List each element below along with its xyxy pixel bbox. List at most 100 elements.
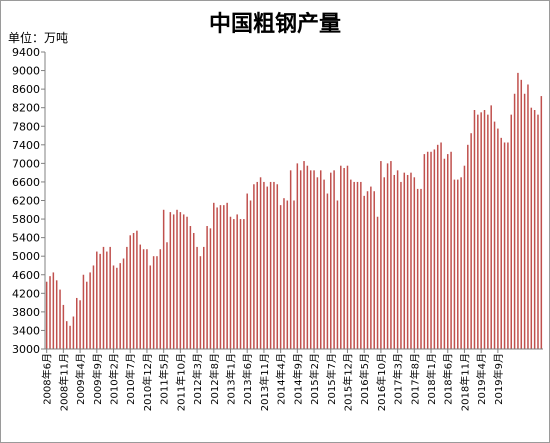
bar — [129, 235, 131, 349]
bar — [182, 214, 185, 349]
x-tick-label: 2014年4月 — [275, 353, 288, 405]
x-tick-label: 2017年3月 — [392, 353, 405, 405]
bar — [162, 209, 165, 349]
bar — [213, 202, 215, 349]
bar — [483, 110, 486, 349]
bar — [426, 151, 429, 349]
bar — [453, 179, 456, 349]
bar — [99, 253, 101, 349]
x-axis: 2008年6月 2008年11月 2009年4月 2009年9月 2010年2月 2010… — [41, 348, 543, 411]
bar — [370, 186, 372, 349]
bar — [400, 181, 402, 349]
bar — [350, 179, 352, 349]
bar — [527, 84, 529, 349]
bar — [470, 133, 472, 349]
bar — [149, 265, 152, 349]
x-tick-label: 2016年5月 — [358, 353, 371, 405]
y-tick-label: 7000 — [12, 157, 40, 170]
unit-label: 单位：万吨 — [8, 31, 69, 45]
x-tick-label: 2013年11月 — [258, 353, 271, 411]
x-tick-label: 2013年1月 — [224, 353, 237, 405]
bar — [436, 144, 439, 349]
x-tick-label: 2011年10月 — [174, 353, 187, 411]
bar — [192, 232, 195, 349]
bar — [75, 297, 78, 349]
y-tick-label: 7800 — [12, 120, 40, 133]
bar — [119, 263, 121, 349]
bar — [152, 256, 155, 349]
bar — [467, 144, 469, 349]
bar — [106, 251, 108, 349]
bar — [396, 170, 399, 349]
bar — [286, 200, 289, 349]
bar — [319, 170, 322, 349]
y-tick-label: 6200 — [12, 195, 40, 208]
bar — [473, 110, 476, 349]
bar — [166, 242, 168, 349]
bar — [112, 265, 115, 349]
x-tick-label: 2018年1月 — [425, 353, 438, 405]
bar — [460, 177, 462, 349]
bar — [146, 249, 148, 349]
bar — [363, 195, 365, 349]
x-tick-label: 2010年7月 — [124, 353, 137, 405]
bar — [253, 184, 255, 349]
bar — [69, 325, 71, 349]
bar — [326, 193, 329, 349]
bar — [443, 158, 446, 349]
bar — [540, 96, 543, 349]
x-tick-label: 2012年3月 — [191, 353, 204, 405]
x-tick-label: 2015年7月 — [325, 353, 338, 405]
bar — [520, 79, 523, 349]
bar — [236, 214, 238, 349]
bar — [256, 181, 258, 349]
bar — [513, 93, 516, 349]
bar — [269, 181, 272, 349]
x-tick-label: 2014年9月 — [291, 353, 304, 405]
x-tick-label: 2011年5月 — [158, 353, 171, 405]
bar — [410, 172, 412, 349]
bar — [156, 256, 158, 349]
y-tick-label: 9400 — [12, 46, 40, 59]
bar — [303, 161, 305, 349]
bar — [89, 272, 91, 349]
bars — [45, 72, 543, 349]
bar — [283, 198, 285, 349]
bar — [55, 280, 58, 349]
bar — [523, 93, 526, 349]
bar — [333, 170, 335, 349]
bar — [139, 244, 142, 349]
bar — [313, 170, 315, 349]
bar — [416, 188, 419, 349]
bar — [186, 216, 188, 349]
bar — [463, 165, 466, 349]
x-tick-label: 2015年2月 — [308, 353, 321, 405]
bar — [376, 216, 379, 349]
bar — [420, 188, 422, 349]
bar — [229, 216, 232, 349]
x-tick-label: 2010年12月 — [141, 353, 154, 411]
bar — [289, 170, 292, 349]
bar — [503, 142, 506, 349]
y-tick-label: 8600 — [12, 83, 40, 96]
bar — [537, 114, 539, 349]
y-tick-label: 3400 — [12, 324, 40, 337]
bar — [340, 165, 342, 349]
bar — [517, 72, 519, 349]
bar — [366, 191, 369, 349]
x-tick-label: 2018年11月 — [458, 353, 471, 411]
x-tick-label: 2017年8月 — [408, 353, 421, 405]
bar — [493, 121, 496, 349]
bar — [383, 177, 385, 349]
bar — [477, 114, 479, 349]
bar — [203, 246, 205, 349]
bar — [223, 205, 225, 349]
bar — [136, 230, 138, 349]
bar — [433, 149, 436, 349]
x-tick-label: 2012年8月 — [208, 353, 221, 405]
bar — [132, 232, 135, 349]
bar — [500, 137, 502, 349]
bar — [336, 200, 339, 349]
bar — [79, 300, 81, 349]
bar — [480, 112, 482, 349]
